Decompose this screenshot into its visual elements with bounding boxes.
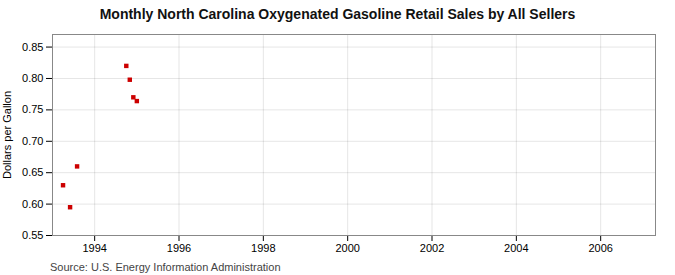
svg-text:2004: 2004 [504, 242, 528, 254]
svg-text:0.80: 0.80 [22, 72, 43, 84]
svg-text:0.75: 0.75 [22, 103, 43, 115]
svg-text:2006: 2006 [588, 242, 612, 254]
svg-text:0.55: 0.55 [22, 229, 43, 241]
html-text:Monthly North Carolina Oxygena: Monthly North Carolina Oxygenated Gasoli… [99, 6, 576, 22]
svg-text:0.70: 0.70 [22, 135, 43, 147]
svg-text:1994: 1994 [82, 242, 106, 254]
svg-text:0.60: 0.60 [22, 198, 43, 210]
svg-text:2000: 2000 [335, 242, 359, 254]
svg-text:2002: 2002 [420, 242, 444, 254]
svg-text:Dollars per Gallon: Dollars per Gallon [1, 91, 13, 179]
svg-text:0.65: 0.65 [22, 166, 43, 178]
html-text:Source: U.S. Energy Informatio: Source: U.S. Energy Information Administ… [50, 261, 281, 273]
svg-text:1996: 1996 [167, 242, 191, 254]
svg-text:0.85: 0.85 [22, 41, 43, 53]
svg-text:1998: 1998 [251, 242, 275, 254]
